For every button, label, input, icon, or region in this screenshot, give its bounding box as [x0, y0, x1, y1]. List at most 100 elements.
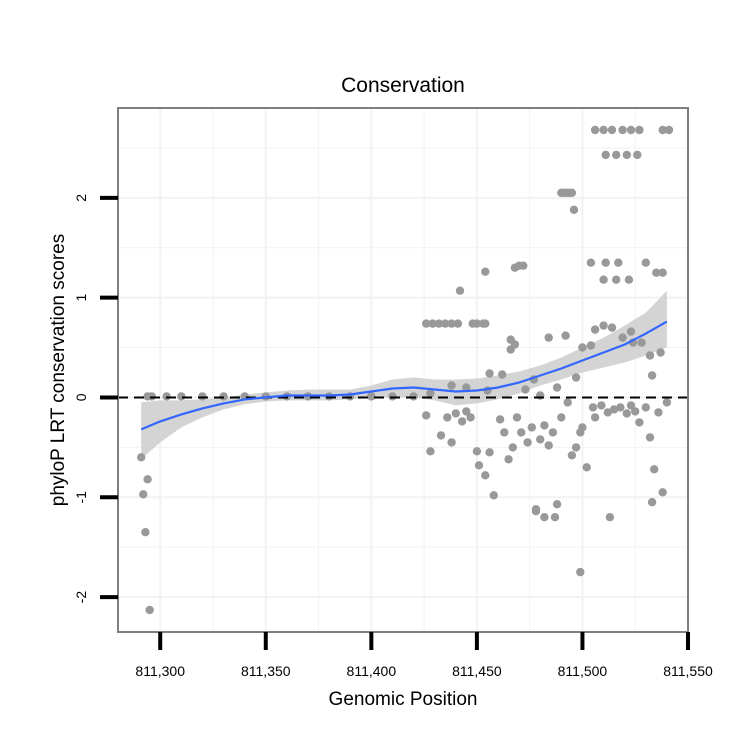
data-point	[609, 405, 619, 414]
data-point	[650, 465, 659, 474]
data-point	[658, 125, 667, 135]
data-point	[605, 513, 615, 522]
data-point	[447, 438, 456, 447]
data-point	[198, 392, 207, 401]
data-point	[607, 323, 617, 332]
data-point	[664, 125, 674, 135]
data-point	[662, 398, 672, 407]
data-point	[635, 125, 644, 135]
data-point	[485, 369, 494, 378]
data-point	[626, 401, 636, 410]
data-point	[590, 125, 600, 135]
data-point	[603, 408, 612, 417]
y-tick-label: 1	[73, 293, 89, 301]
confidence-band	[141, 290, 667, 460]
data-point	[422, 411, 431, 420]
data-point	[641, 258, 650, 267]
data-point	[466, 413, 475, 422]
data-point	[557, 413, 566, 422]
data-point	[523, 438, 532, 447]
x-tick-label: 811,350	[241, 663, 291, 679]
data-point	[645, 433, 655, 442]
data-point	[177, 392, 186, 401]
data-point	[147, 392, 156, 401]
data-point	[139, 490, 148, 499]
data-point	[141, 528, 150, 537]
data-point	[544, 441, 553, 450]
data-point	[590, 325, 600, 334]
data-point	[622, 150, 631, 160]
data-point	[517, 428, 526, 437]
data-point	[512, 413, 522, 422]
data-point	[601, 150, 610, 160]
data-point	[618, 333, 627, 342]
data-point	[162, 392, 171, 401]
data-point	[462, 407, 471, 416]
data-point	[658, 268, 667, 277]
data-point	[622, 409, 631, 418]
data-point	[426, 389, 435, 398]
data-point	[601, 258, 610, 267]
data-point	[590, 413, 600, 422]
data-point	[219, 392, 228, 401]
data-point	[569, 205, 579, 214]
data-point	[616, 403, 625, 412]
data-point	[563, 398, 572, 407]
data-point	[656, 348, 665, 357]
y-tick-label: -1	[73, 491, 89, 504]
data-point	[576, 567, 585, 577]
y-tick-label: -2	[73, 591, 89, 604]
chart-title: Conservation	[341, 74, 465, 97]
y-tick-label: 2	[73, 194, 89, 202]
data-point	[652, 268, 661, 277]
data-point	[658, 488, 667, 497]
data-point	[367, 392, 376, 401]
data-point	[447, 381, 456, 390]
data-point	[137, 453, 146, 462]
data-point	[481, 471, 490, 480]
data-point	[495, 415, 505, 424]
confidence-band-layer	[141, 290, 667, 460]
data-point	[635, 418, 644, 427]
data-point	[474, 461, 484, 470]
data-point	[607, 125, 617, 135]
data-point	[540, 513, 549, 522]
data-point	[500, 428, 509, 437]
data-point	[422, 319, 431, 328]
y-tick-label: 0	[73, 393, 89, 401]
plot-panel	[118, 108, 688, 632]
data-point	[599, 125, 608, 135]
data-point	[641, 403, 650, 412]
data-point	[550, 513, 560, 522]
x-tick-label: 811,400	[347, 663, 397, 679]
data-point	[571, 373, 581, 382]
data-points	[137, 125, 674, 615]
data-point	[455, 286, 465, 295]
data-point	[631, 407, 640, 416]
data-point	[645, 351, 655, 360]
data-point	[426, 447, 435, 456]
data-point	[536, 435, 545, 444]
data-point	[436, 431, 446, 440]
data-point	[544, 333, 553, 342]
data-point	[510, 340, 520, 349]
data-point	[578, 343, 587, 352]
data-point	[489, 491, 498, 500]
smooth-line-layer	[140, 320, 668, 431]
data-point	[447, 319, 456, 328]
data-point	[633, 150, 642, 160]
x-tick-label: 811,550	[663, 663, 713, 679]
data-point	[612, 275, 621, 284]
data-point	[472, 447, 482, 456]
data-point	[624, 275, 634, 284]
data-point	[552, 383, 562, 392]
data-point	[588, 403, 598, 412]
data-point	[647, 371, 657, 380]
data-point	[654, 408, 663, 417]
data-point	[504, 455, 513, 464]
data-point	[626, 327, 636, 336]
data-point	[561, 331, 570, 340]
data-point	[472, 319, 482, 328]
data-point	[481, 319, 490, 328]
